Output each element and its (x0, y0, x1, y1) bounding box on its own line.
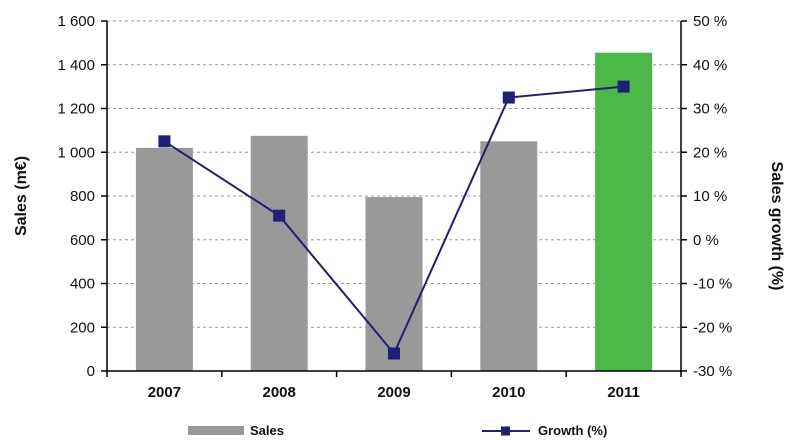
sales-bar-2008 (250, 135, 308, 371)
left-tick-label: 200 (70, 319, 95, 336)
category-label-2011: 2011 (607, 384, 640, 401)
legend-sales-label: Sales (250, 423, 284, 438)
category-labels: 2007 2008 2009 2010 2011 (148, 384, 640, 401)
growth-point-2009 (388, 347, 400, 360)
right-tick-label: 10 % (693, 188, 727, 205)
category-label-2009: 2009 (377, 384, 410, 401)
sales-bar-2009 (365, 197, 423, 371)
left-tick-label: 800 (70, 188, 95, 205)
growth-point-2010 (502, 91, 515, 104)
left-tick-label: 400 (70, 276, 95, 293)
legend-growth-marker (501, 426, 510, 436)
legend-sales-swatch (188, 426, 244, 435)
sales-bar-2007 (135, 147, 193, 371)
growth-point-2008 (273, 209, 286, 222)
right-tick-label: -20 % (693, 319, 732, 336)
legend-growth-label: Growth (%) (538, 423, 607, 438)
category-label-2010: 2010 (492, 384, 525, 401)
right-tick-label: 40 % (693, 57, 727, 74)
left-tick-label: 1 000 (57, 144, 95, 161)
left-axis-title: Sales (m€) (13, 156, 30, 236)
left-tick-label: 1 200 (57, 101, 95, 118)
left-tick-label: 1 400 (57, 57, 95, 74)
growth-point-2007 (158, 135, 171, 148)
sales-bars (135, 52, 653, 371)
right-axis-title: Sales growth (%) (768, 162, 785, 291)
growth-point-2011 (617, 80, 630, 93)
growth-line (158, 80, 630, 360)
left-tick-label: 0 (87, 363, 95, 380)
sales-bar-2010 (480, 141, 538, 371)
category-label-2008: 2008 (263, 384, 296, 401)
legend: Sales Growth (%) (188, 423, 607, 438)
right-tick-label: 0 % (693, 232, 719, 249)
left-tick-label: 1 600 (57, 13, 95, 30)
right-tick-label: 50 % (693, 13, 727, 30)
right-tick-label: -30 % (693, 363, 732, 380)
right-tick-label: 20 % (693, 144, 727, 161)
sales-bar-2011 (595, 52, 653, 371)
category-label-2007: 2007 (148, 384, 181, 401)
right-tick-label: 30 % (693, 101, 727, 118)
left-tick-label: 600 (70, 232, 95, 249)
right-axis-ticks: -30 % -20 % -10 % 0 % 10 % 20 % 30 % 40 % 50 % (681, 13, 732, 380)
left-axis-ticks: 0 200 400 600 800 1 000 1 200 1 400 1 600 (57, 13, 107, 380)
right-tick-label: -10 % (693, 276, 732, 293)
